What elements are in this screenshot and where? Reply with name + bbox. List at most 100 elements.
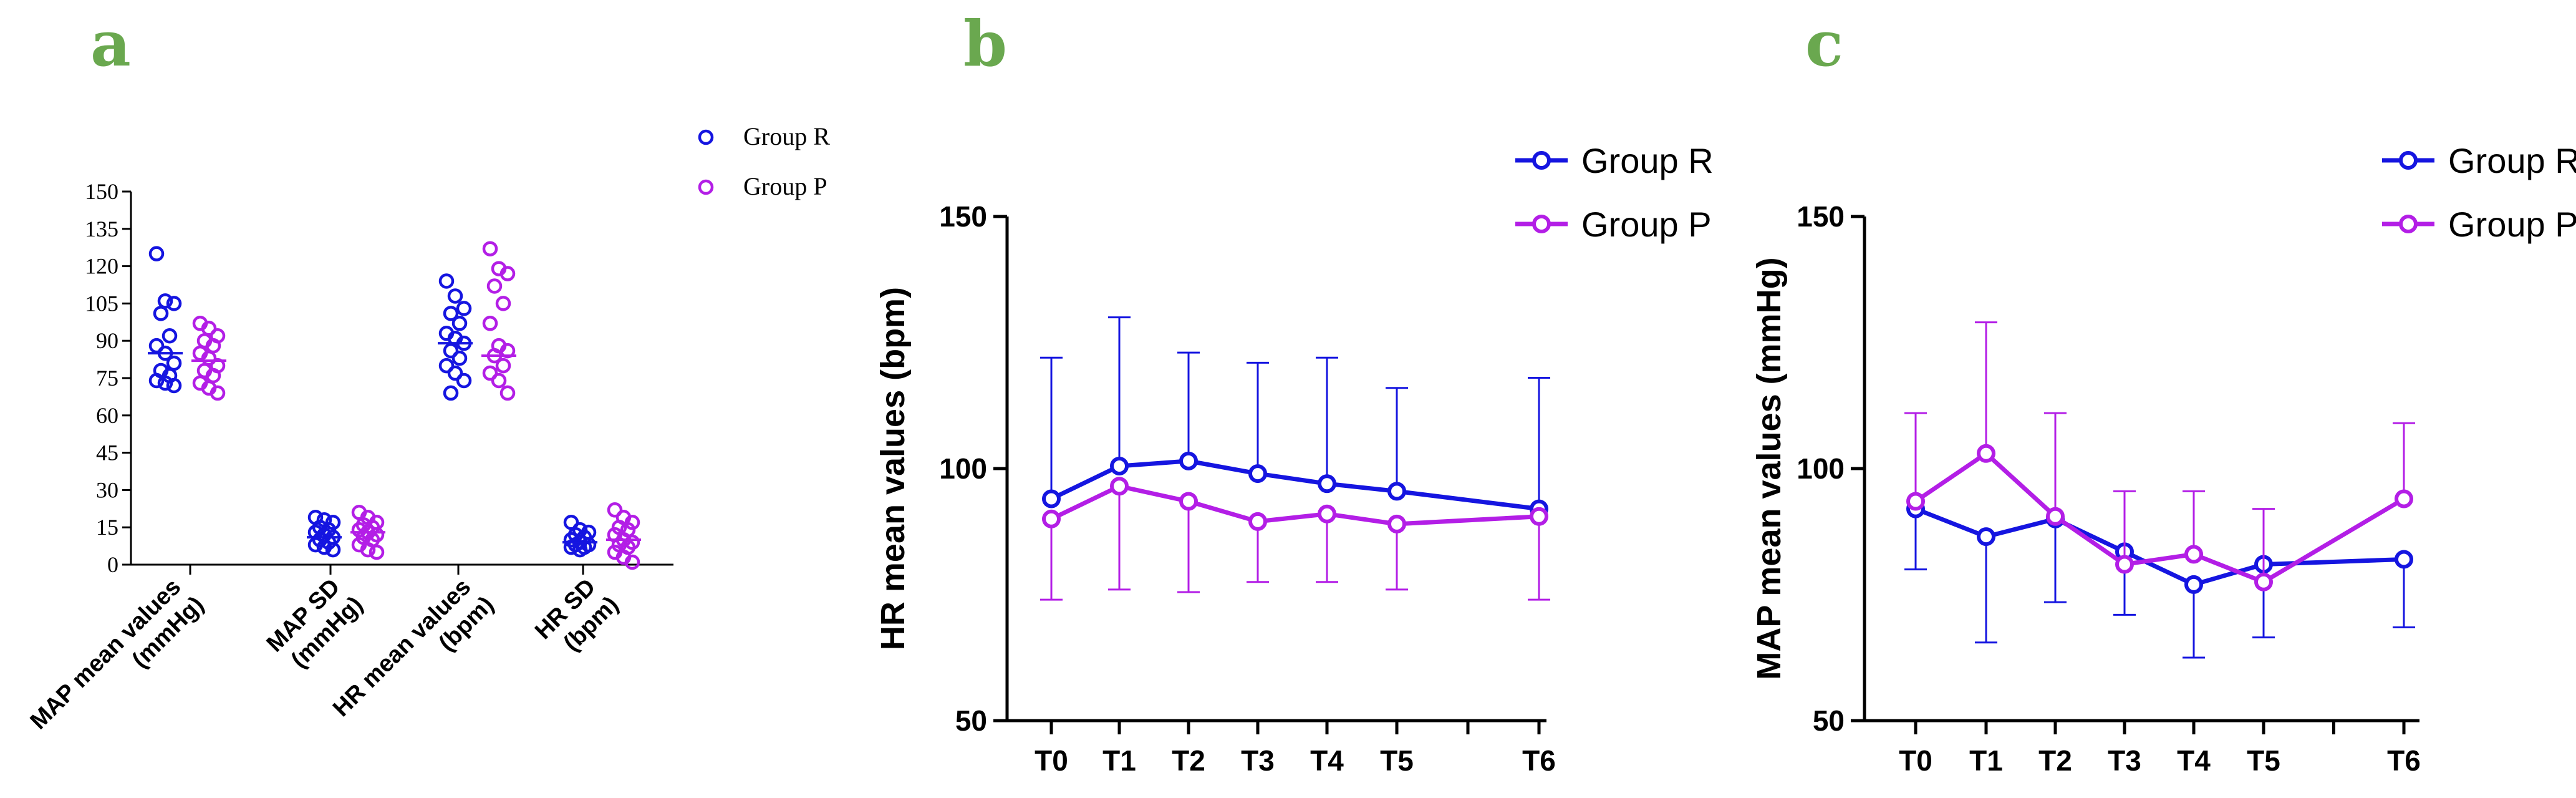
data-point-a-group-p <box>499 266 516 281</box>
legend-marker-c <box>2399 215 2418 233</box>
data-point-a-group-r <box>157 375 173 391</box>
y-tick-label-b: 150 <box>939 200 987 233</box>
data-point-a-group-r <box>148 372 165 389</box>
data-point-a-group-r <box>456 372 472 389</box>
data-point-b-group-p <box>1318 504 1336 523</box>
data-point-a-group-r <box>447 288 463 304</box>
data-point-a-group-r <box>325 542 341 558</box>
x-tick-label-b: T5 <box>1380 744 1414 777</box>
legend-label-b: Group R <box>1581 141 1714 180</box>
legend-label-c: Group R <box>2448 141 2576 180</box>
data-point-a-group-p <box>624 554 640 570</box>
x-tick-label-b: T6 <box>1522 744 1556 777</box>
data-point-b-group-r <box>1042 489 1061 508</box>
y-axis-label-b: HR mean values (bpm) <box>874 287 912 650</box>
data-point-a-group-r <box>438 358 455 374</box>
data-point-a-group-p <box>482 241 498 256</box>
x-tick-label-c: T5 <box>2247 744 2280 777</box>
legend-marker-b <box>1532 215 1551 233</box>
data-point-c-group-r <box>1977 527 1995 547</box>
x-tick-label-b: T4 <box>1310 744 1344 777</box>
y-tick-label-b: 100 <box>939 452 987 485</box>
series-line-c-group-r <box>1914 507 2405 587</box>
data-point-a-group-r <box>443 306 459 321</box>
y-tick-label-a: 15 <box>96 515 118 540</box>
category-label-a: HR SD(bpm) <box>530 571 624 664</box>
legend-marker-b <box>1532 151 1551 170</box>
category-label-a: MAP mean values(mmHg) <box>26 571 209 754</box>
x-tick-label-c: T6 <box>2387 744 2421 777</box>
x-tick-label-c: T3 <box>2108 744 2141 777</box>
data-point-c-group-p <box>2115 555 2134 574</box>
y-tick-label-a: 0 <box>107 552 118 577</box>
data-point-a-group-p <box>482 365 498 381</box>
data-point-b-group-r <box>1179 451 1198 470</box>
x-tick-label-b: T1 <box>1102 744 1136 777</box>
data-point-c-group-p <box>1906 492 1925 511</box>
data-point-b-group-p <box>1179 492 1198 511</box>
data-point-a-group-r <box>316 539 332 555</box>
data-point-a-group-p <box>351 522 367 538</box>
x-tick-label-b: T2 <box>1172 744 1205 777</box>
data-point-a-group-r <box>456 301 472 316</box>
data-point-a-group-p <box>499 343 516 359</box>
data-point-c-group-r <box>2184 575 2203 594</box>
x-tick-label-c: T1 <box>1969 744 2003 777</box>
legend-marker-c <box>2399 151 2418 170</box>
y-tick-label-a: 75 <box>96 366 118 391</box>
x-tick-label-b: T0 <box>1035 744 1068 777</box>
y-tick-label-a: 60 <box>96 403 118 428</box>
data-point-a-group-r <box>451 350 468 366</box>
panel-letter-a: a <box>90 7 131 80</box>
legend-marker-a <box>698 179 714 195</box>
data-point-a-group-r <box>438 273 455 289</box>
y-tick-label-a: 105 <box>85 291 118 316</box>
data-point-a-group-r <box>563 539 579 555</box>
data-point-a-group-r <box>162 328 178 344</box>
x-tick-label-b: T3 <box>1241 744 1275 777</box>
y-tick-label-a: 150 <box>85 179 118 204</box>
x-tick-label-c: T0 <box>1899 744 1932 777</box>
data-point-a-group-p <box>607 502 623 518</box>
data-point-b-group-r <box>1318 474 1336 494</box>
data-point-a-group-p <box>499 385 516 401</box>
data-point-a-group-r <box>451 316 468 331</box>
data-point-b-group-p <box>1110 477 1129 496</box>
data-point-a-group-p <box>624 514 640 530</box>
data-point-b-group-r <box>1248 464 1267 484</box>
data-point-a-group-r <box>443 385 459 401</box>
data-point-a-group-r <box>148 246 165 261</box>
y-tick-label-c: 50 <box>1813 704 1845 737</box>
panel-letter-b: b <box>963 7 1007 80</box>
data-point-a-group-p <box>486 278 503 294</box>
y-tick-label-b: 50 <box>955 704 987 737</box>
data-point-c-group-p <box>2395 489 2413 508</box>
panel-letter-c: c <box>1805 7 1843 80</box>
data-point-a-group-p <box>210 385 226 401</box>
data-point-c-group-p <box>2254 572 2273 591</box>
data-point-b-group-p <box>1387 514 1406 533</box>
data-point-c-group-r <box>2395 550 2413 569</box>
x-tick-label-c: T2 <box>2038 744 2072 777</box>
data-point-b-group-p <box>1530 507 1548 526</box>
data-point-a-group-p <box>369 544 385 560</box>
legend-label-a: Group P <box>743 172 827 200</box>
data-point-a-group-p <box>491 372 507 389</box>
data-point-a-group-r <box>447 365 463 381</box>
y-tick-label-c: 100 <box>1797 452 1845 485</box>
data-point-c-group-p <box>2184 545 2203 564</box>
data-point-a-group-p <box>482 316 498 331</box>
y-tick-label-a: 30 <box>96 477 118 502</box>
data-point-b-group-r <box>1110 456 1129 475</box>
data-point-c-group-p <box>1977 444 1995 463</box>
y-axis-label-c: MAP mean values (mmHg) <box>1750 257 1788 679</box>
x-tick-label-c: T4 <box>2177 744 2211 777</box>
data-point-a-group-p <box>360 542 376 558</box>
data-point-b-group-p <box>1248 512 1267 531</box>
data-point-a-group-p <box>495 358 511 374</box>
legend-label-c: Group P <box>2448 205 2576 244</box>
y-tick-label-a: 120 <box>85 254 118 279</box>
data-point-a-group-r <box>166 377 182 394</box>
legend-marker-a <box>698 129 714 145</box>
